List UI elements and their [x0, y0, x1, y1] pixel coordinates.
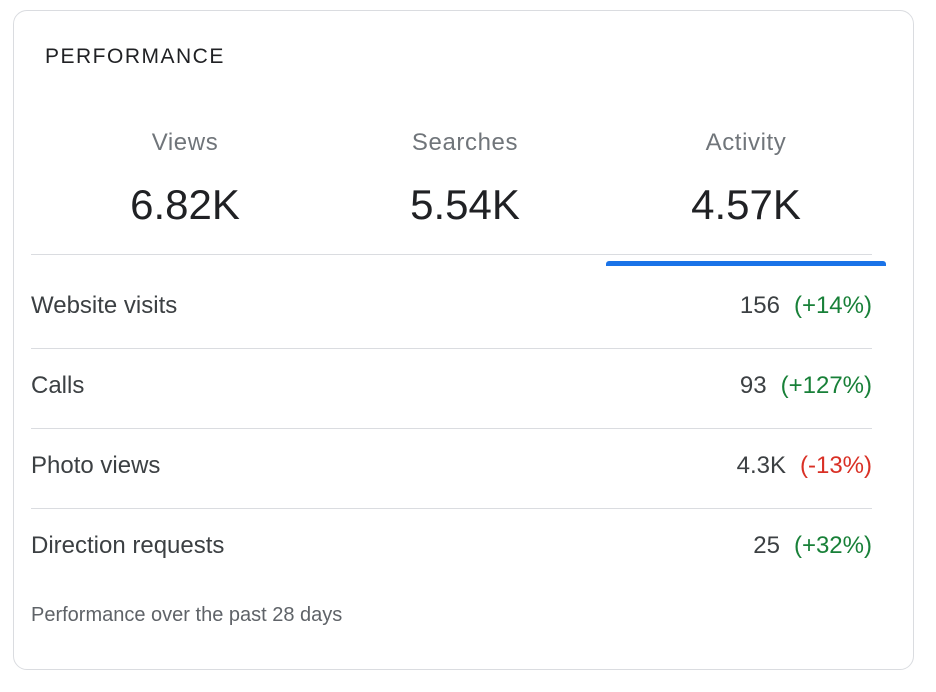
metric-stats: 4.3K (-13%) — [737, 452, 872, 480]
metric-change: (+14%) — [793, 292, 872, 319]
metric-row-website-visits: Website visits 156 (+14%) — [31, 269, 872, 349]
metric-row-photo-views: Photo views 4.3K (-13%) — [31, 429, 872, 509]
section-title: PERFORMANCE — [45, 45, 225, 68]
tab-views[interactable]: Views 6.82K — [45, 111, 325, 266]
performance-card: PERFORMANCE Views 6.82K Searches 5.54K A… — [13, 10, 914, 670]
tab-value: 5.54K — [410, 181, 520, 228]
metric-row-calls: Calls 93 (+127%) — [31, 349, 872, 429]
metric-value: 93 — [739, 372, 767, 399]
metric-row-direction-requests: Direction requests 25 (+32%) — [31, 509, 872, 589]
metric-label: Calls — [31, 372, 85, 399]
metric-stats: 156 (+14%) — [740, 292, 872, 320]
metric-label: Photo views — [31, 452, 161, 479]
tabs-divider — [31, 254, 872, 255]
tab-searches[interactable]: Searches 5.54K — [325, 111, 605, 266]
active-tab-indicator — [606, 261, 886, 266]
metric-change: (+32%) — [793, 532, 872, 559]
footer-note: Performance over the past 28 days — [31, 604, 343, 626]
metric-stats: 93 (+127%) — [740, 372, 872, 400]
metric-label: Website visits — [31, 292, 178, 319]
tab-value: 4.57K — [691, 181, 801, 228]
metric-label: Direction requests — [31, 532, 225, 559]
tab-value: 6.82K — [130, 181, 240, 228]
metric-tabs: Views 6.82K Searches 5.54K Activity 4.57… — [45, 111, 886, 266]
tab-activity[interactable]: Activity 4.57K — [606, 111, 886, 266]
metric-stats: 25 (+32%) — [753, 532, 872, 560]
metric-value: 156 — [739, 292, 780, 319]
tab-label: Searches — [411, 129, 519, 156]
metric-change: (+127%) — [780, 372, 872, 399]
metric-value: 25 — [753, 532, 780, 559]
metric-value: 4.3K — [736, 452, 786, 479]
tab-label: Activity — [705, 129, 787, 156]
tab-label: Views — [151, 129, 219, 156]
metric-change: (-13%) — [799, 452, 872, 479]
